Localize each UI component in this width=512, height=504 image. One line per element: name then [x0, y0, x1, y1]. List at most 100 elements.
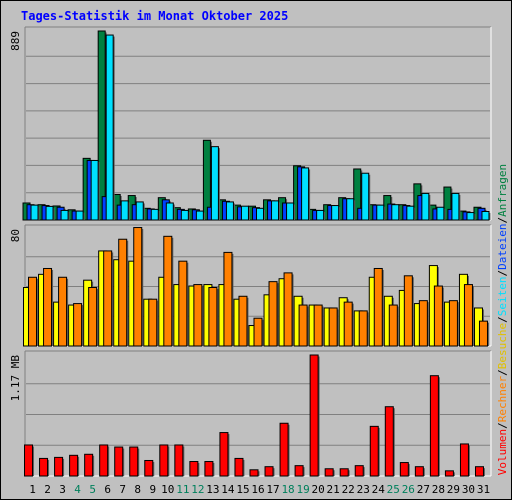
bar-rechner-day-14 [223, 251, 233, 347]
bar-seiten-day-12 [195, 210, 204, 221]
bar-rechner-day-5 [88, 287, 98, 347]
bar-rechner-day-3 [58, 276, 68, 347]
bar-volumen-day-28 [429, 375, 439, 477]
bar-seiten-day-7 [120, 200, 129, 221]
x-tick-label-day-20: 20 [312, 483, 325, 496]
bar-volumen-day-29 [444, 470, 454, 477]
bar-seiten-day-2 [45, 205, 54, 221]
bar-seiten-day-5 [90, 159, 99, 221]
bar-volumen-day-7 [114, 446, 124, 477]
bar-volumen-day-26 [399, 462, 409, 477]
x-tick-label-day-8: 8 [134, 483, 141, 496]
bar-rechner-day-21 [328, 307, 338, 347]
legend-item-seiten: Seiten [496, 276, 509, 316]
bar-rechner-day-17 [268, 281, 278, 347]
bar-seiten-day-18 [286, 202, 295, 221]
bar-volumen-day-23 [354, 465, 364, 477]
bar-rechner-day-18 [283, 272, 293, 347]
bar-volumen-day-13 [204, 461, 214, 477]
bar-seiten-day-10 [165, 202, 174, 221]
bar-seiten-day-19 [301, 167, 310, 221]
bar-rechner-day-20 [313, 304, 323, 347]
x-tick-label-day-27: 27 [417, 483, 430, 496]
bar-rechner-day-26 [403, 275, 413, 347]
x-tick-label-day-3: 3 [59, 483, 66, 496]
bar-rechner-day-1 [28, 276, 38, 347]
bar-volumen-day-16 [249, 469, 259, 477]
bar-volumen-day-30 [459, 443, 469, 477]
y-axis-max-label-hits-files-pages: 889 [9, 31, 22, 51]
bar-seiten-day-26 [406, 205, 415, 221]
bar-seiten-day-24 [376, 204, 385, 221]
bar-volumen-day-6 [99, 444, 109, 477]
legend-separator: / [496, 422, 509, 429]
bar-volumen-day-1 [24, 444, 34, 477]
legend-item-volumen: Volumen [496, 429, 509, 475]
bar-volumen-day-12 [189, 461, 199, 477]
x-tick-label-day-22: 22 [342, 483, 355, 496]
bar-volumen-day-10 [159, 444, 169, 477]
x-tick-label-day-23: 23 [357, 483, 370, 496]
bar-rechner-day-8 [133, 227, 143, 347]
bar-volumen-day-2 [39, 457, 49, 477]
legend-item-rechner: Rechner [496, 375, 509, 422]
x-tick-label-day-31: 31 [477, 483, 490, 496]
bar-rechner-day-12 [193, 284, 203, 347]
legend-separator: / [496, 270, 509, 277]
bar-seiten-day-16 [256, 207, 264, 221]
bar-seiten-day-31 [481, 210, 490, 221]
bar-rechner-day-27 [418, 300, 428, 347]
bar-seiten-day-21 [331, 205, 340, 221]
x-tick-label-day-9: 9 [149, 483, 156, 496]
x-tick-label-day-18: 18 [281, 483, 294, 496]
y-axis-max-label-volume: 1.17 MB [9, 355, 22, 402]
bar-seiten-day-3 [60, 209, 69, 221]
bar-rechner-day-13 [208, 287, 218, 347]
bar-seiten-day-22 [346, 198, 355, 221]
bar-rechner-day-22 [343, 301, 353, 347]
bar-rechner-day-25 [388, 304, 398, 347]
x-tick-label-day-5: 5 [89, 483, 96, 496]
bar-rechner-day-16 [253, 317, 263, 347]
x-tick-label-day-28: 28 [432, 483, 445, 496]
x-tick-label-day-10: 10 [161, 483, 174, 496]
bar-volumen-day-8 [129, 446, 139, 477]
x-tick-label-day-12: 12 [191, 483, 204, 496]
bar-volumen-day-18 [279, 422, 289, 477]
bar-volumen-day-11 [174, 444, 184, 477]
bar-seiten-day-15 [240, 205, 249, 221]
legend-item-anfragen: Anfragen [496, 164, 509, 217]
bar-volumen-day-25 [384, 406, 394, 477]
x-tick-label-day-17: 17 [266, 483, 279, 496]
bar-rechner-day-11 [178, 260, 188, 347]
bar-rechner-day-9 [148, 298, 158, 347]
bar-volumen-day-27 [414, 466, 424, 477]
bar-seiten-day-17 [271, 200, 280, 221]
bar-rechner-day-30 [463, 284, 473, 347]
x-tick-label-day-4: 4 [74, 483, 81, 496]
bar-seiten-day-25 [391, 204, 400, 221]
y-axis-max-label-visits-sites: 80 [9, 229, 22, 242]
bar-rechner-day-4 [73, 303, 83, 347]
x-tick-label-day-29: 29 [447, 483, 460, 496]
bar-volumen-day-5 [84, 453, 94, 477]
bar-seiten-day-29 [451, 192, 460, 221]
bar-seiten-day-4 [75, 210, 84, 221]
x-tick-label-day-16: 16 [251, 483, 264, 496]
bar-volumen-day-14 [219, 432, 229, 477]
bar-seiten-day-27 [421, 192, 430, 221]
x-tick-label-day-21: 21 [327, 483, 340, 496]
x-tick-label-day-7: 7 [119, 483, 126, 496]
legend-separator: / [496, 316, 509, 323]
bar-rechner-day-7 [118, 238, 128, 347]
bar-seiten-day-1 [30, 204, 39, 221]
bar-rechner-day-29 [448, 300, 458, 347]
bar-volumen-day-19 [294, 465, 304, 477]
bar-volumen-day-3 [54, 456, 64, 477]
bar-rechner-day-10 [163, 235, 173, 347]
x-tick-label-day-13: 13 [206, 483, 219, 496]
bar-volumen-day-17 [264, 466, 274, 477]
bar-rechner-day-28 [433, 285, 443, 347]
